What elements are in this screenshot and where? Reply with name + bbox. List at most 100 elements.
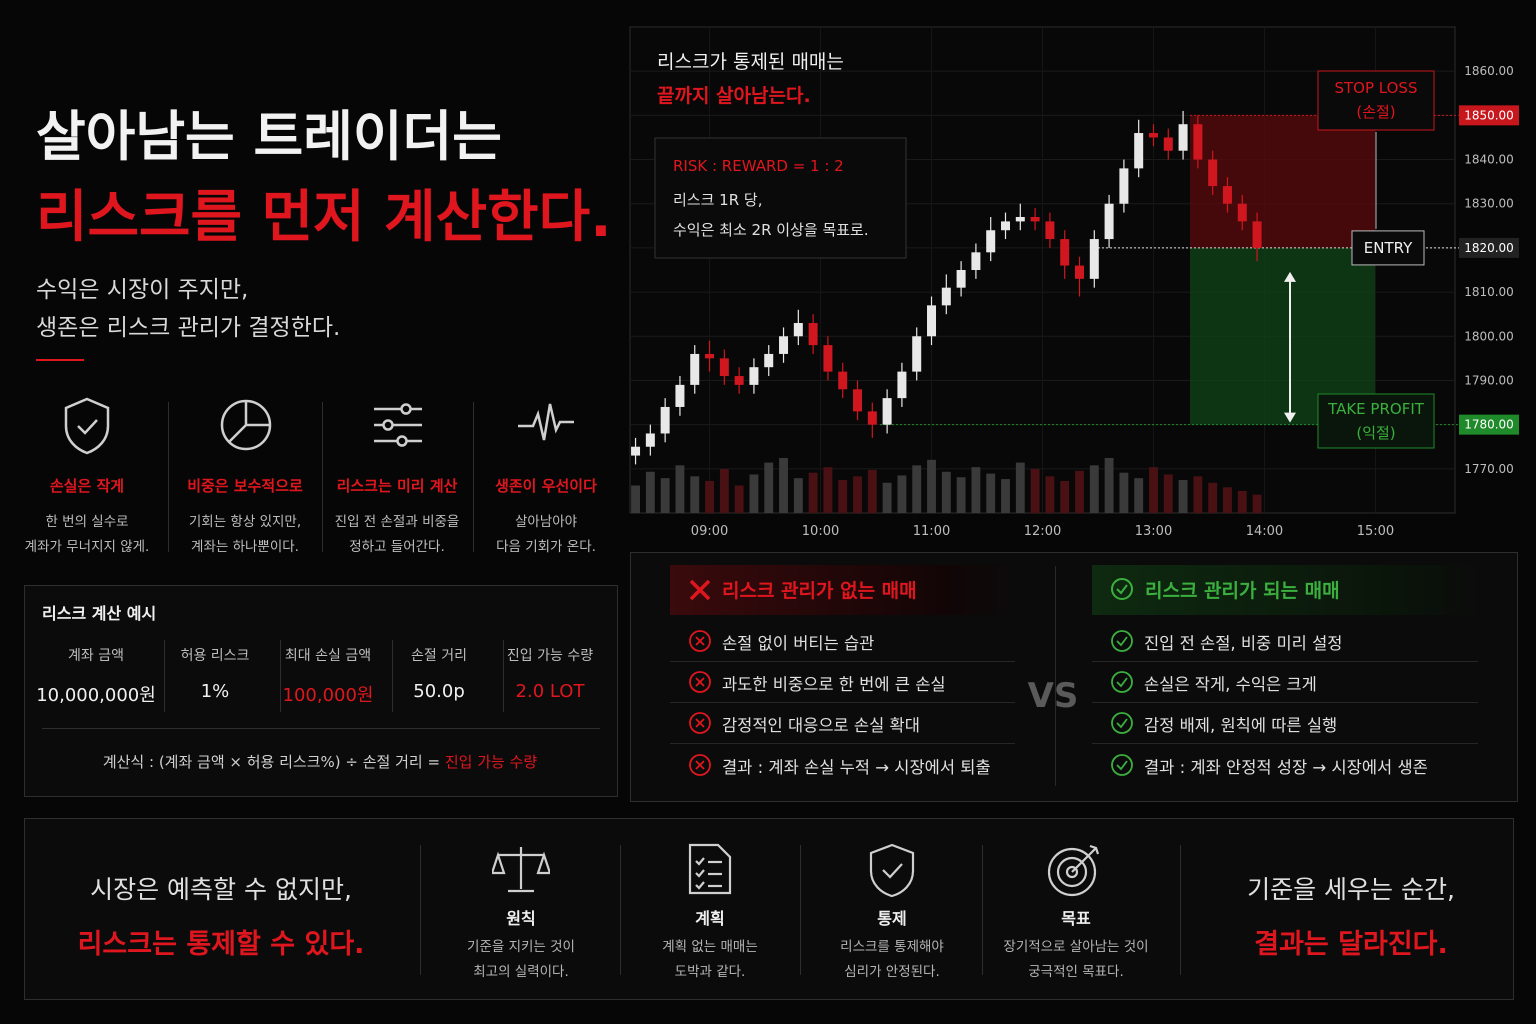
level-box	[1351, 230, 1425, 266]
candle-body	[764, 353, 774, 368]
comparison-item: 결과 : 계좌 안정적 성장 → 시장에서 생존	[1144, 758, 1428, 777]
risk-value: 2.0 LOT	[515, 681, 585, 702]
volume-bar	[1208, 482, 1218, 513]
divider	[502, 640, 504, 712]
x-icon	[689, 579, 711, 601]
level-sub: (손절)	[1356, 103, 1395, 121]
level-name: ENTRY	[1364, 239, 1413, 257]
candle-body	[1148, 133, 1158, 138]
risk-label: 계좌 금액	[68, 648, 124, 664]
volume-bar	[705, 480, 714, 513]
bad-title: 리스크 관리가 없는 매매	[722, 580, 917, 602]
principle-desc: 계좌가 무너지지 않게.	[24, 539, 150, 555]
volume-bar	[927, 459, 936, 513]
candle-body	[1134, 133, 1144, 169]
candle-body	[779, 336, 789, 354]
footer-item-line: 리스크를 통제해야	[840, 939, 944, 955]
checklist-icon	[688, 843, 732, 895]
x-tick-label: 14:00	[1246, 524, 1283, 539]
risk-value: 100,000원	[282, 685, 374, 706]
volume-bar	[1104, 458, 1114, 513]
x-circle-icon	[689, 712, 711, 734]
risk-label: 허용 리스크	[180, 648, 250, 664]
footer-box	[24, 818, 1514, 1000]
divider	[420, 845, 421, 975]
volume-bar	[793, 478, 803, 513]
candle-body	[1119, 168, 1129, 204]
volume-bar	[719, 469, 729, 513]
x-tick-label: 09:00	[691, 524, 728, 539]
candle-body	[897, 371, 907, 399]
volume-bar	[1223, 487, 1232, 513]
chart-caption: 리스크가 통제된 매매는	[657, 51, 844, 73]
price-chart: 1860.00 1850.00 1840.00 1830.00 1820.00 1810.…	[629, 26, 1519, 539]
candle-body	[882, 398, 892, 425]
scale-icon	[492, 847, 550, 893]
footer-left-line1: 시장은 예측할 수 없지만,	[90, 875, 352, 904]
divider	[670, 743, 1015, 744]
volume-bar	[1237, 491, 1247, 513]
sliders-icon	[374, 403, 422, 447]
footer-item-line: 계획 없는 매매는	[662, 939, 758, 955]
comparison-item: 감정적인 대응으로 손실 확대	[722, 716, 920, 735]
check-circle-icon	[1111, 671, 1133, 693]
divider	[168, 402, 169, 552]
volume-bar	[1252, 494, 1262, 513]
candle-body	[719, 358, 729, 377]
level-name: TAKE PROFIT	[1327, 400, 1425, 418]
principle-desc: 한 번의 실수로	[45, 514, 129, 530]
rr-line: 수익은 최소 2R 이상을 목표로.	[673, 221, 869, 239]
accent-line	[36, 359, 84, 361]
y-tick-label: 1850.00	[1464, 108, 1514, 122]
y-tick-label: 1810.00	[1464, 285, 1514, 299]
y-tick-label: 1780.00	[1464, 418, 1514, 432]
rr-line: 리스크 1R 당,	[673, 191, 762, 209]
candle-body	[705, 353, 715, 359]
volume-bar	[1178, 480, 1188, 513]
candle-body	[912, 336, 922, 372]
divider	[670, 702, 1015, 703]
vs-label: VS	[1027, 676, 1079, 716]
principle-desc: 계좌는 하나뿐이다.	[191, 539, 299, 555]
loss-zone	[1190, 115, 1375, 248]
candle-body	[986, 230, 996, 253]
volume-bar	[1134, 478, 1144, 513]
footer-left-line2: 리스크는 통제할 수 있다.	[77, 929, 365, 960]
divider	[1055, 566, 1056, 786]
divider	[982, 845, 983, 975]
title-line2: 리스크를 먼저 계산한다.	[36, 185, 612, 250]
candle-body	[823, 345, 833, 372]
divider	[1092, 702, 1478, 703]
volume-bar	[764, 462, 774, 513]
volume-bar	[1193, 476, 1203, 513]
y-tick-label: 1860.00	[1464, 64, 1514, 78]
footer-item-title: 계획	[695, 909, 725, 928]
principle-desc: 살아남아야	[514, 514, 578, 530]
x-circle-icon	[689, 671, 711, 693]
good-header-bg	[1092, 565, 1478, 615]
shield-icon	[64, 397, 110, 455]
footer-right-line1: 기준을 세우는 순간,	[1247, 875, 1455, 904]
candle-body	[1060, 239, 1070, 266]
principle-desc: 진입 전 손절과 비중을	[334, 514, 460, 530]
volume-bar	[941, 471, 951, 513]
volume-bar	[779, 458, 788, 513]
divider	[1092, 743, 1478, 744]
footer-item-title: 원칙	[506, 909, 536, 928]
candle-body	[808, 323, 818, 346]
candle-body	[927, 305, 937, 337]
title-line1: 살아남는 트레이더는	[36, 105, 502, 168]
volume-bar	[808, 472, 818, 513]
candle-body	[1074, 265, 1084, 279]
risk-label: 진입 가능 수량	[506, 648, 594, 664]
check-icon	[1111, 578, 1133, 600]
principle-desc: 정하고 들어간다.	[349, 539, 445, 555]
volume-bar	[912, 465, 922, 513]
principle-title: 생존이 우선이다	[495, 477, 597, 495]
divider	[800, 845, 801, 975]
volume-bar	[838, 480, 848, 513]
footer-item-line: 장기적으로 살아남는 것이	[1003, 939, 1149, 955]
volume-bar	[1015, 462, 1025, 513]
divider	[1180, 845, 1181, 975]
